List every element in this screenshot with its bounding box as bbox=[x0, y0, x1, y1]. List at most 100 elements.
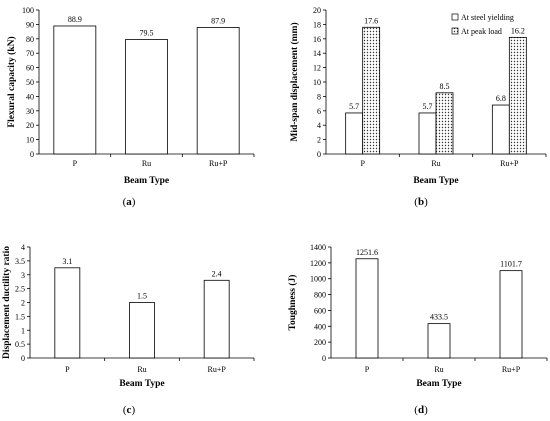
y-tick-label: 80 bbox=[26, 35, 34, 44]
x-axis-title: Beam Type bbox=[416, 379, 461, 389]
data-label: 79.5 bbox=[140, 29, 154, 38]
y-tick-label: 2.5 bbox=[15, 285, 25, 294]
x-tick-label: Ru bbox=[431, 159, 440, 168]
y-tick-label: 60 bbox=[26, 64, 34, 73]
y-tick-label: 1200 bbox=[310, 259, 326, 268]
y-tick-label: 20 bbox=[26, 121, 34, 130]
y-tick-label: 0.5 bbox=[15, 340, 25, 349]
data-label: 5.7 bbox=[349, 102, 359, 111]
bar-p bbox=[355, 258, 379, 359]
y-tick-label: 2 bbox=[317, 136, 321, 145]
x-tick-label: P bbox=[73, 159, 78, 168]
bar-ru-p bbox=[203, 279, 230, 359]
y-tick-label: 0 bbox=[322, 354, 326, 363]
panel-caption: (d) bbox=[414, 404, 428, 416]
y-tick-label: 800 bbox=[314, 291, 326, 300]
x-axis-title: Beam Type bbox=[119, 379, 164, 389]
bar-ru bbox=[125, 39, 168, 155]
bar-ru-s1 bbox=[435, 92, 454, 155]
y-tick-label: 200 bbox=[314, 338, 326, 347]
y-tick-label: 4 bbox=[21, 243, 25, 252]
data-label: 1.5 bbox=[137, 292, 147, 301]
panel-caption: (b) bbox=[414, 196, 428, 208]
y-tick-label: 1000 bbox=[310, 275, 326, 284]
x-tick-label: Ru+P bbox=[208, 365, 227, 374]
data-label: 3.1 bbox=[62, 257, 72, 266]
y-tick-label: 90 bbox=[26, 20, 34, 29]
data-label: 1251.6 bbox=[356, 248, 378, 257]
bar-ru-p-s0 bbox=[491, 104, 510, 155]
data-label: 5.7 bbox=[423, 102, 433, 111]
legend-swatch bbox=[451, 13, 459, 21]
y-tick-label: 18 bbox=[313, 20, 321, 29]
legend-label: At steel yielding bbox=[461, 13, 514, 22]
y-tick-label: 10 bbox=[26, 136, 34, 145]
chart-a: 0 10 20 30 40 50 60 70 80 90 100 P Ru Ru+P 88.9 79.5 87.… bbox=[6, 6, 255, 208]
x-tick-label: P bbox=[360, 159, 365, 168]
legend-swatch bbox=[451, 27, 459, 35]
x-tick-label: Ru bbox=[434, 365, 443, 374]
data-label: 6.8 bbox=[496, 94, 506, 103]
data-label: 433.5 bbox=[430, 313, 448, 322]
y-axis-title: Toughness (J) bbox=[287, 275, 298, 331]
bar-ru-p bbox=[499, 270, 523, 359]
data-label: 88.9 bbox=[68, 15, 82, 24]
y-tick-label: 0 bbox=[317, 150, 321, 159]
y-tick-label: 0 bbox=[30, 150, 34, 159]
y-axis-title: Flexural capacity (kN) bbox=[6, 36, 17, 127]
bar-ru-p-s1 bbox=[508, 36, 527, 155]
data-label: 87.9 bbox=[211, 16, 225, 25]
chart-d: 0 200 400 600 800 1000 1200 1400 P Ru Ru+P 1251.6 43… bbox=[287, 243, 548, 416]
y-tick-label: 600 bbox=[314, 306, 326, 315]
x-tick-label: Ru bbox=[137, 365, 146, 374]
panel-caption: (a) bbox=[123, 196, 136, 208]
y-tick-label: 400 bbox=[314, 322, 326, 331]
y-tick-label: 14 bbox=[313, 49, 321, 58]
bar-ru-s0 bbox=[418, 112, 437, 155]
y-tick-label: 16 bbox=[313, 35, 321, 44]
x-axis-title: Beam Type bbox=[124, 176, 169, 186]
y-tick-label: 1.5 bbox=[15, 312, 25, 321]
y-axis-title: Displacement ductility ratio bbox=[2, 246, 12, 359]
y-tick-label: 12 bbox=[313, 64, 321, 73]
x-axis-title: Beam Type bbox=[413, 176, 458, 186]
y-tick-label: 8 bbox=[317, 92, 321, 101]
y-axis-title: Mid-span displacement (mm) bbox=[289, 22, 300, 141]
y-tick-label: 20 bbox=[313, 6, 321, 15]
data-label: 16.2 bbox=[511, 26, 525, 35]
data-label: 17.6 bbox=[364, 16, 378, 25]
bar-p bbox=[53, 25, 97, 155]
y-tick-label: 50 bbox=[26, 78, 34, 87]
data-label: 2.4 bbox=[212, 269, 222, 278]
x-tick-label: P bbox=[65, 365, 70, 374]
legend-label: At peak load bbox=[461, 27, 502, 36]
y-tick-label: 1400 bbox=[310, 243, 326, 252]
data-label: 1101.7 bbox=[500, 260, 522, 269]
bar-p-s1 bbox=[362, 26, 381, 155]
y-tick-label: 0 bbox=[21, 354, 25, 363]
x-tick-label: Ru+P bbox=[502, 365, 521, 374]
bar-ru-p bbox=[196, 27, 240, 155]
legend: At steel yielding At peak load bbox=[451, 13, 514, 36]
y-tick-label: 30 bbox=[26, 107, 34, 116]
y-tick-label: 3 bbox=[21, 271, 25, 280]
y-tick-label: 40 bbox=[26, 92, 34, 101]
chart-b: 0 2 4 6 8 10 12 14 16 18 20 P Ru Ru+P 5.7 5.7 6.8 17.6 8.5… bbox=[289, 6, 547, 208]
y-tick-label: 10 bbox=[313, 78, 321, 87]
panel-caption: (c) bbox=[123, 404, 136, 416]
y-tick-label: 70 bbox=[26, 49, 34, 58]
y-tick-label: 100 bbox=[22, 6, 34, 15]
bar-p bbox=[54, 267, 81, 359]
bar-ru bbox=[427, 323, 451, 359]
x-tick-label: Ru+P bbox=[500, 159, 519, 168]
chart-c: 0 0.5 1 1.5 2 2.5 3 3.5 4 P Ru Ru+P 3.1 1.5 2.4 Beam Ty… bbox=[2, 243, 255, 416]
bar-p-s0 bbox=[345, 112, 364, 155]
x-tick-label: Ru+P bbox=[209, 159, 228, 168]
x-tick-label: P bbox=[365, 365, 370, 374]
y-tick-label: 4 bbox=[317, 121, 321, 130]
bar-ru bbox=[129, 302, 155, 359]
y-tick-label: 6 bbox=[317, 107, 321, 116]
x-tick-label: Ru bbox=[142, 159, 151, 168]
data-label: 8.5 bbox=[440, 82, 450, 91]
